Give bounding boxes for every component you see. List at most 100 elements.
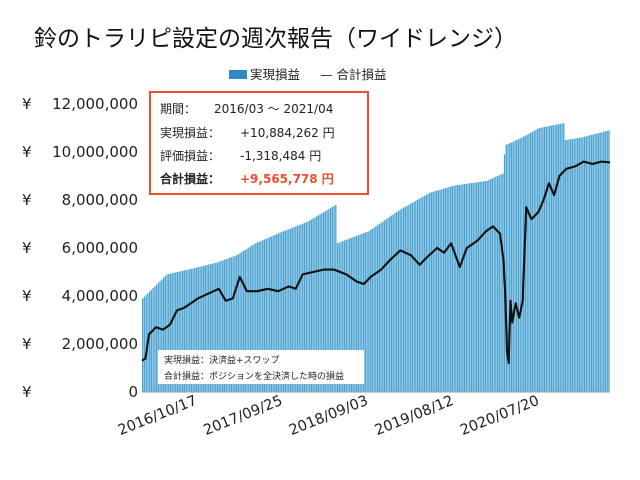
- bar: [594, 134, 596, 392]
- bar: [462, 184, 464, 392]
- bar: [142, 298, 144, 392]
- bar: [295, 226, 297, 392]
- bar: [509, 143, 511, 392]
- bar: [563, 123, 565, 392]
- realized-label: 実現損益：: [160, 125, 220, 140]
- bar: [208, 264, 210, 392]
- bar: [355, 235, 358, 392]
- bar: [576, 138, 579, 392]
- bar: [540, 127, 542, 392]
- bar: [603, 131, 605, 392]
- bar: [152, 288, 154, 392]
- summary-box: 期間： 2016/03 ～ 2021/04 実現損益： +10,884,262 …: [149, 91, 369, 195]
- bar: [536, 128, 539, 392]
- bar: [463, 184, 466, 392]
- bar: [350, 237, 353, 392]
- bar: [470, 183, 473, 392]
- bar: [453, 185, 455, 392]
- bar: [416, 199, 419, 392]
- bar: [260, 240, 262, 392]
- bar: [192, 268, 194, 392]
- bar: [255, 243, 257, 392]
- y-tick-label-0: 0: [128, 383, 138, 401]
- bar: [390, 215, 393, 392]
- bar: [274, 234, 276, 392]
- bar: [312, 218, 314, 392]
- bar: [444, 188, 447, 392]
- bar: [550, 125, 553, 392]
- bar: [343, 240, 346, 392]
- bar: [512, 141, 514, 392]
- y-tick-label-3: 6,000,000: [62, 239, 138, 257]
- bar: [202, 265, 205, 392]
- bar: [493, 177, 495, 392]
- bar: [408, 204, 410, 392]
- bar: [329, 207, 332, 392]
- total-profit-line: [141, 160, 611, 365]
- bar: [175, 272, 177, 392]
- bar: [442, 188, 445, 392]
- bar: [432, 191, 434, 392]
- x-tick-label-2: 2018/09/03: [287, 393, 370, 439]
- bar: [448, 187, 450, 392]
- legend: 実現損益 — 合計損益: [229, 67, 386, 82]
- bar: [199, 266, 201, 392]
- y-tick-currency-5: ¥: [22, 143, 32, 161]
- bar: [324, 211, 327, 392]
- bar: [378, 224, 380, 392]
- note-realized: 実現損益：決済益+スワップ: [164, 354, 280, 366]
- bar: [437, 190, 440, 392]
- bar: [538, 128, 541, 392]
- bar: [516, 140, 518, 392]
- y-tick-label-4: 8,000,000: [62, 191, 138, 209]
- bar: [164, 276, 166, 392]
- bar: [225, 259, 227, 392]
- bar: [592, 134, 594, 392]
- bar: [573, 138, 575, 392]
- bar: [326, 210, 328, 392]
- bar: [561, 123, 563, 392]
- bar: [314, 217, 316, 392]
- bar: [166, 274, 168, 392]
- bar: [458, 184, 460, 392]
- y-axis: ¥0 ¥ 2,000,000 ¥ 4,000,000 ¥ 6,000,000 ¥ 8,000,0…: [22, 95, 138, 401]
- bar: [371, 228, 374, 392]
- bar: [604, 131, 607, 393]
- bar: [434, 191, 436, 392]
- bar: [180, 271, 182, 392]
- bar: [526, 134, 528, 392]
- bar: [161, 279, 163, 392]
- bar: [533, 130, 535, 392]
- bar: [430, 192, 433, 392]
- bar: [291, 227, 293, 392]
- bar: [411, 202, 414, 392]
- bar: [331, 206, 333, 392]
- bar: [531, 131, 534, 392]
- bar: [608, 130, 610, 392]
- bar: [589, 135, 591, 392]
- bar: [479, 181, 481, 392]
- bar: [606, 130, 608, 392]
- bar: [469, 183, 471, 392]
- bar: [599, 132, 601, 392]
- bar: [484, 181, 487, 392]
- bar: [545, 126, 547, 392]
- bar: [382, 221, 384, 392]
- bar: [596, 133, 598, 393]
- bar: [143, 296, 146, 392]
- bar: [197, 267, 200, 392]
- bar: [429, 192, 431, 392]
- bar: [300, 224, 302, 392]
- bar: [228, 257, 231, 392]
- bar: [242, 250, 245, 392]
- bar: [446, 187, 448, 392]
- bar: [249, 246, 252, 392]
- bar: [218, 261, 220, 392]
- bar: [183, 270, 186, 392]
- total-value: +9,565,778 円: [240, 172, 334, 186]
- bar: [517, 139, 520, 392]
- notes-box: 実現損益：決済益+スワップ 合計損益：ポジションを全決済した時の損益: [158, 350, 364, 384]
- bar: [420, 197, 422, 392]
- bar: [578, 137, 581, 392]
- bar: [359, 234, 361, 392]
